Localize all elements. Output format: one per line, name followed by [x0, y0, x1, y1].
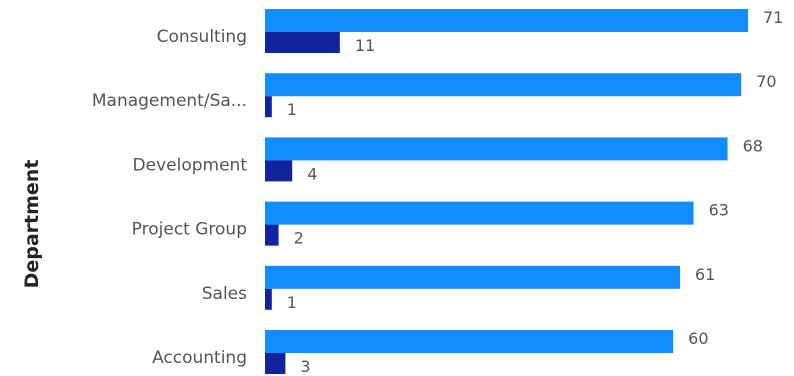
bar-series-2 — [265, 96, 272, 118]
category-label: Consulting — [157, 27, 247, 47]
bar-series-2 — [265, 353, 286, 374]
bar-series-2 — [265, 288, 272, 310]
category-label: Development — [133, 155, 248, 175]
bar-series-1 — [265, 9, 748, 32]
category-label: Sales — [202, 284, 247, 304]
data-label: 4 — [307, 164, 317, 183]
bar-series-2 — [265, 224, 279, 246]
y-axis-title: Department — [21, 160, 43, 289]
data-label: 2 — [294, 229, 304, 248]
bar-series-2 — [265, 160, 293, 182]
bar-series-1 — [265, 137, 728, 161]
category-label: Accounting — [152, 348, 247, 368]
category-label: Project Group — [132, 220, 247, 240]
bar-series-1 — [265, 201, 694, 225]
category-label: Management/Sa... — [92, 91, 247, 111]
data-label: 3 — [300, 357, 310, 376]
data-label: 1 — [287, 293, 297, 312]
data-label: 61 — [695, 265, 715, 284]
data-label: 71 — [763, 8, 783, 27]
data-label: 11 — [355, 36, 375, 55]
bar-series-2 — [265, 32, 340, 53]
data-label: 68 — [743, 136, 763, 155]
bar-series-1 — [265, 73, 742, 97]
data-label: 63 — [709, 201, 729, 220]
data-label: 60 — [688, 329, 708, 348]
bar-series-1 — [265, 265, 680, 289]
data-label: 70 — [756, 72, 776, 91]
plot-area: Consulting 71 11 Management/Sa... 70 1 Develop… — [92, 8, 784, 376]
data-label: 1 — [287, 100, 297, 119]
bar-series-1 — [265, 330, 674, 353]
